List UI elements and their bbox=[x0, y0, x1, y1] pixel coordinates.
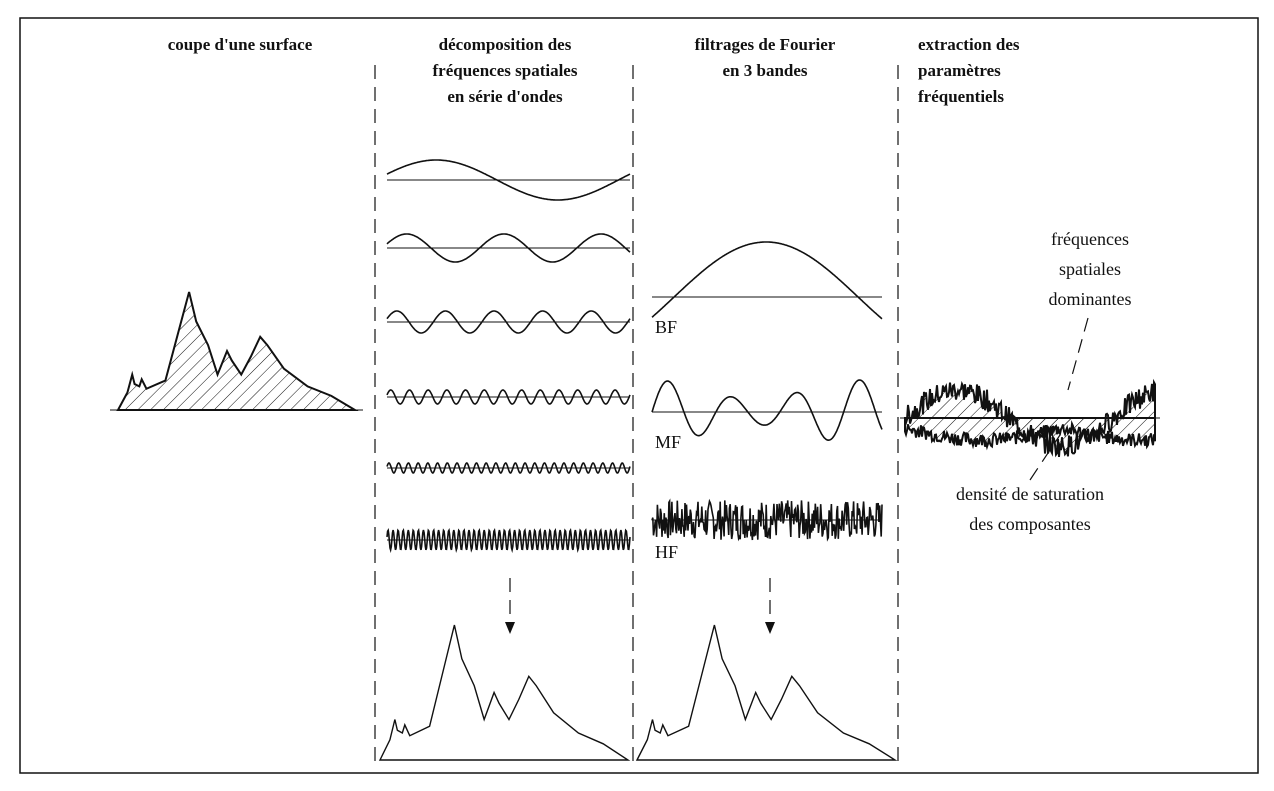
component-wave bbox=[386, 159, 631, 201]
saturation-area bbox=[904, 417, 1156, 451]
component-wave bbox=[386, 310, 631, 334]
band-wave bbox=[651, 241, 883, 320]
band-wave bbox=[651, 498, 883, 542]
drawing: coupe d'une surface décomposition des fréq… bbox=[110, 35, 1160, 761]
annotation: dominantes bbox=[1049, 289, 1132, 309]
annotation: fréquences bbox=[1051, 229, 1129, 249]
surface-profile bbox=[378, 624, 631, 761]
band-label: MF bbox=[655, 432, 681, 452]
column-heading: fréquences spatiales bbox=[433, 61, 578, 80]
component-wave bbox=[386, 527, 631, 554]
column-heading: fréquentiels bbox=[918, 87, 1004, 106]
column-heading: en 3 bandes bbox=[722, 61, 807, 80]
column-heading: paramètres bbox=[918, 61, 1001, 80]
leader bbox=[1067, 317, 1089, 391]
component-wave bbox=[386, 233, 631, 263]
frame bbox=[19, 17, 1259, 774]
component-wave bbox=[386, 389, 631, 405]
band-label: BF bbox=[655, 317, 677, 337]
arrow-head bbox=[765, 622, 775, 634]
surface-profile bbox=[635, 624, 898, 761]
arrow-head bbox=[505, 622, 515, 634]
annotation: densité de saturation bbox=[956, 484, 1104, 504]
leader bbox=[1029, 434, 1061, 481]
annotation: spatiales bbox=[1059, 259, 1121, 279]
surface-profile bbox=[116, 291, 359, 411]
annotation: des composantes bbox=[969, 514, 1090, 534]
band-wave bbox=[651, 379, 883, 442]
column-heading: en série d'ondes bbox=[447, 87, 563, 106]
column-heading: coupe d'une surface bbox=[168, 35, 313, 54]
column-heading: extraction des bbox=[918, 35, 1020, 54]
column-heading: décomposition des bbox=[439, 35, 572, 54]
column-heading: filtrages de Fourier bbox=[695, 35, 836, 54]
band-label: HF bbox=[655, 542, 678, 562]
component-wave bbox=[386, 462, 631, 474]
